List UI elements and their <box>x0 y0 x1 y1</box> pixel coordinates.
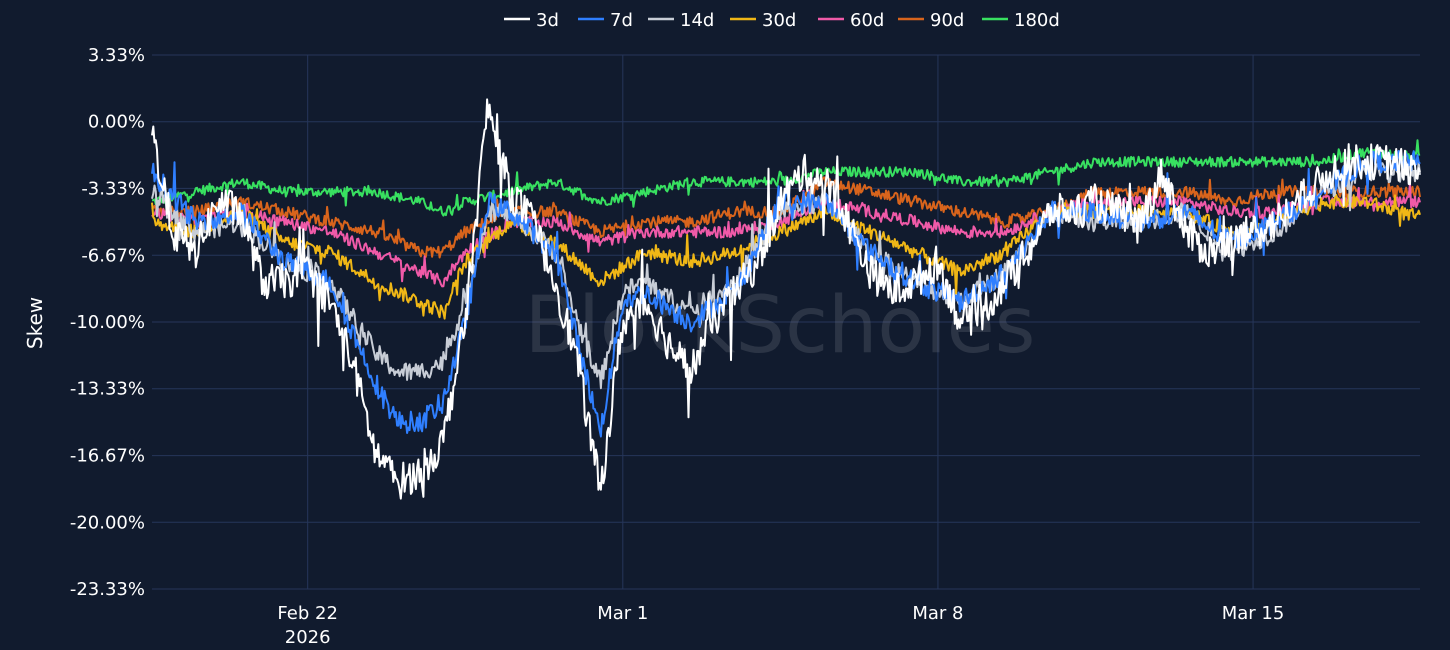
x-tick-label: Mar 8 <box>912 603 963 624</box>
y-tick-label: 3.33% <box>88 45 145 66</box>
series-lines <box>151 98 1421 500</box>
x-axis: Feb 22 2026 Mar 1 Mar 8 Mar 15 <box>277 603 1284 648</box>
y-tick-label: -13.33% <box>70 379 145 400</box>
y-tick-label: -16.67% <box>70 446 145 467</box>
y-axis-title: Skew <box>23 297 47 349</box>
y-axis: 3.33% 0.00% -3.33% -6.67% -10.00% -13.33% -16.… <box>70 45 145 600</box>
x-tick-label: Mar 1 <box>597 603 648 624</box>
y-tick-label: 0.00% <box>88 112 145 133</box>
series-line-180d <box>151 139 1421 217</box>
legend-label-7d: 7d <box>610 10 633 31</box>
series-line-30d <box>151 193 1421 320</box>
legend-label-30d: 30d <box>762 10 796 31</box>
x-tick-label: Mar 15 <box>1222 603 1285 624</box>
x-tick-label: Feb 22 <box>277 603 338 624</box>
y-tick-label: -10.00% <box>70 312 145 333</box>
series-line-3d <box>151 98 1421 500</box>
legend: 3d 7d 14d 30d 60d 90d 180d <box>504 10 1060 31</box>
y-tick-label: -6.67% <box>81 245 145 266</box>
legend-label-3d: 3d <box>536 10 559 31</box>
y-tick-label: -3.33% <box>81 178 145 199</box>
x-tick-sublabel: 2026 <box>285 627 331 648</box>
y-tick-label: -23.33% <box>70 579 145 600</box>
series-line-14d <box>151 161 1421 390</box>
legend-label-14d: 14d <box>680 10 714 31</box>
legend-label-60d: 60d <box>850 10 884 31</box>
legend-label-90d: 90d <box>930 10 964 31</box>
legend-label-180d: 180d <box>1014 10 1060 31</box>
series-line-60d <box>151 182 1421 288</box>
y-tick-label: -20.00% <box>70 512 145 533</box>
